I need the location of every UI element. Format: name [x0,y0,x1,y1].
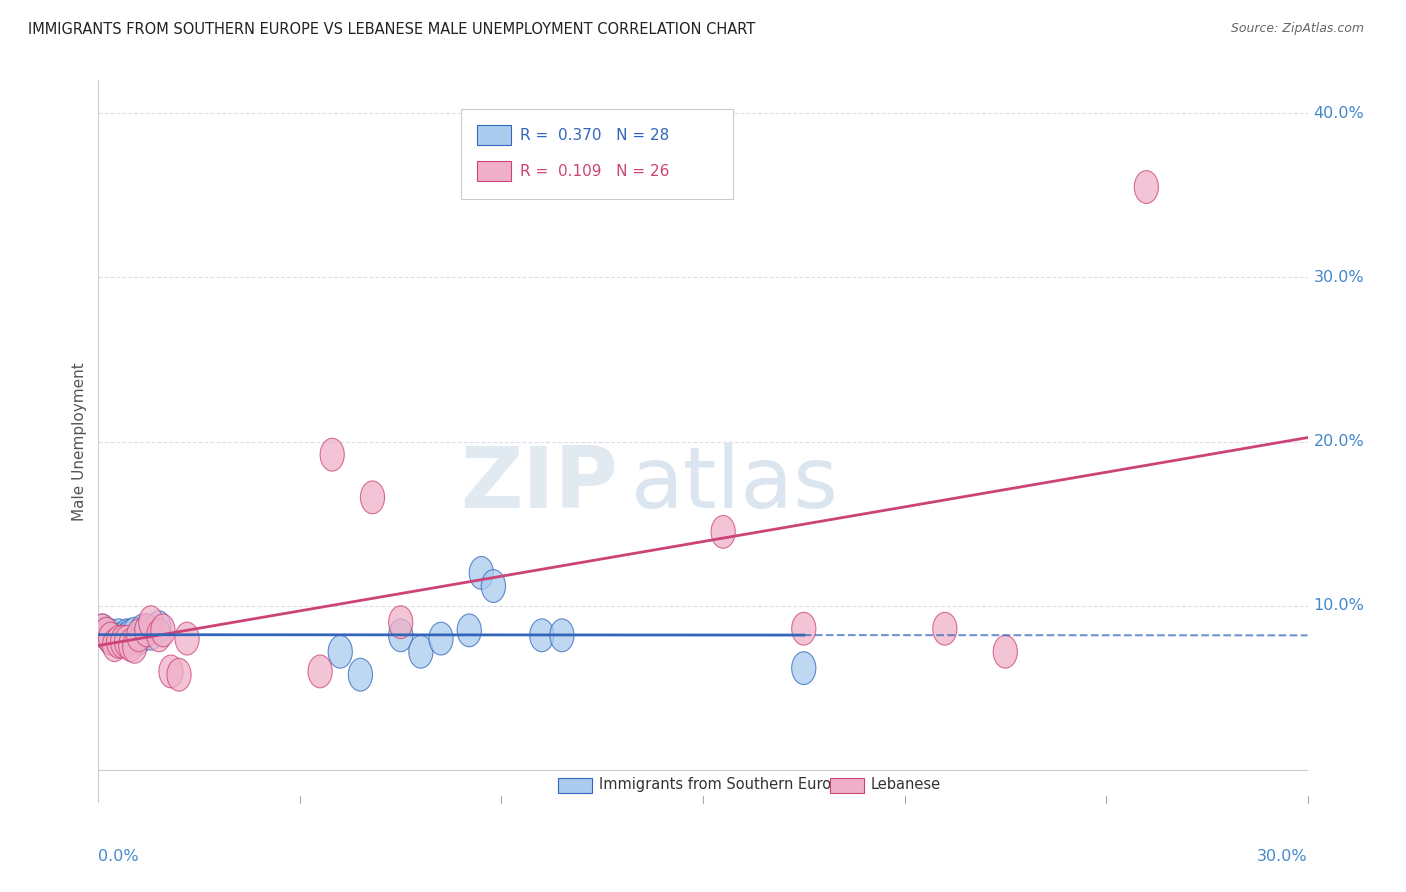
Text: R =  0.370   N = 28: R = 0.370 N = 28 [520,128,669,143]
Ellipse shape [146,611,172,643]
Ellipse shape [127,623,150,655]
Ellipse shape [135,614,159,647]
Bar [477,125,510,145]
Ellipse shape [530,619,554,652]
Text: 30.0%: 30.0% [1313,270,1364,285]
Ellipse shape [481,570,506,602]
Ellipse shape [360,481,385,514]
Text: R =  0.109   N = 26: R = 0.109 N = 26 [520,164,669,178]
Text: Source: ZipAtlas.com: Source: ZipAtlas.com [1230,22,1364,36]
Ellipse shape [457,614,481,647]
Ellipse shape [122,617,146,650]
Ellipse shape [107,624,131,657]
Ellipse shape [993,635,1018,668]
Ellipse shape [792,652,815,684]
Text: IMMIGRANTS FROM SOUTHERN EUROPE VS LEBANESE MALE UNEMPLOYMENT CORRELATION CHART: IMMIGRANTS FROM SOUTHERN EUROPE VS LEBAN… [28,22,755,37]
Text: 20.0%: 20.0% [1313,434,1364,449]
Ellipse shape [792,612,815,645]
Ellipse shape [1135,170,1159,203]
Ellipse shape [114,619,139,652]
Ellipse shape [131,614,155,647]
Y-axis label: Male Unemployment: Male Unemployment [72,362,87,521]
Ellipse shape [118,629,143,662]
Ellipse shape [429,623,453,655]
Text: 30.0%: 30.0% [1257,849,1308,863]
Ellipse shape [118,619,143,652]
Ellipse shape [98,619,122,652]
Bar [558,778,592,793]
Ellipse shape [711,516,735,549]
Ellipse shape [114,623,139,655]
Ellipse shape [167,658,191,691]
Ellipse shape [388,606,413,639]
Ellipse shape [135,614,159,647]
Text: Lebanese: Lebanese [872,777,941,792]
Ellipse shape [174,623,200,655]
Text: atlas: atlas [630,443,838,526]
Ellipse shape [349,658,373,691]
Ellipse shape [321,438,344,471]
Ellipse shape [150,614,174,647]
Ellipse shape [146,619,172,652]
Ellipse shape [328,635,353,668]
Ellipse shape [470,557,494,590]
Ellipse shape [90,614,114,647]
Ellipse shape [98,623,122,655]
Ellipse shape [103,629,127,662]
Ellipse shape [127,619,150,652]
Ellipse shape [107,625,131,658]
Ellipse shape [388,619,413,652]
Ellipse shape [111,625,135,658]
Ellipse shape [139,617,163,650]
Bar [477,161,510,181]
Ellipse shape [94,617,118,650]
Ellipse shape [159,655,183,688]
Ellipse shape [122,631,146,664]
Ellipse shape [139,606,163,639]
Text: 0.0%: 0.0% [98,849,139,863]
Text: 10.0%: 10.0% [1313,599,1364,613]
Ellipse shape [932,612,957,645]
FancyBboxPatch shape [461,109,734,200]
Ellipse shape [98,623,122,655]
Ellipse shape [409,635,433,668]
Text: ZIP: ZIP [461,443,619,526]
Ellipse shape [94,617,118,650]
Ellipse shape [114,625,139,658]
Ellipse shape [90,614,114,647]
Text: Immigrants from Southern Europe: Immigrants from Southern Europe [599,777,849,792]
Ellipse shape [103,623,127,655]
Text: 40.0%: 40.0% [1313,105,1364,120]
Ellipse shape [111,623,135,655]
Ellipse shape [550,619,574,652]
Bar [830,778,863,793]
Ellipse shape [308,655,332,688]
Ellipse shape [107,619,131,652]
